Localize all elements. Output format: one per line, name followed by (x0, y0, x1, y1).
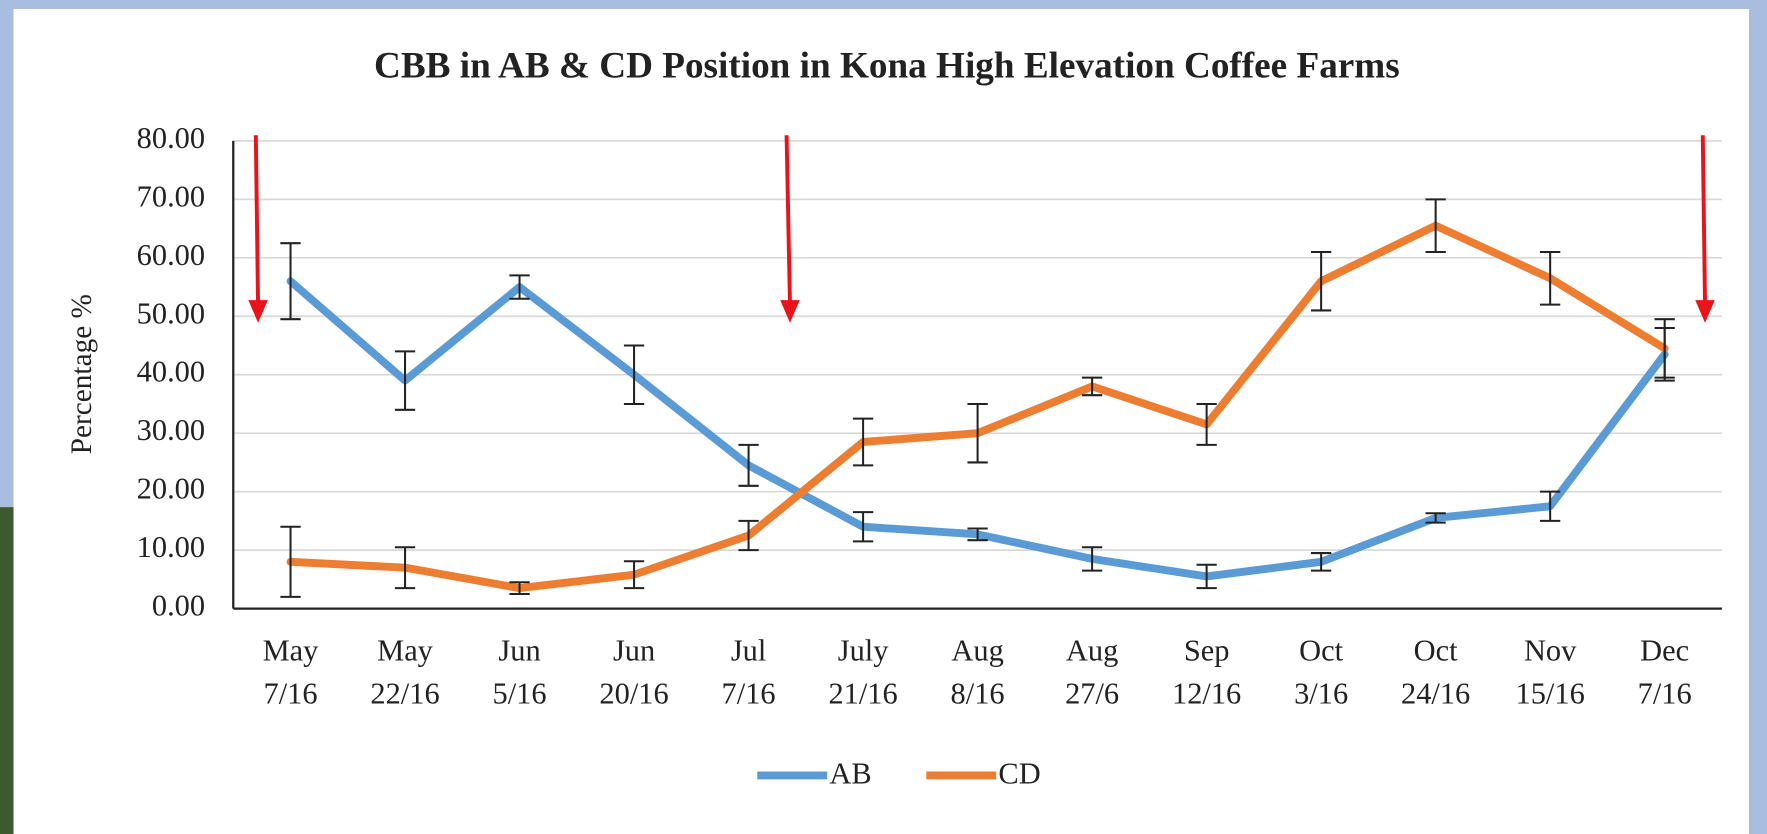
arrow (253, 135, 261, 305)
error-bar (1081, 376, 1103, 397)
error-bar (1425, 512, 1446, 524)
error-bar (1540, 490, 1561, 522)
y-tick-label: 0.00 (152, 589, 205, 623)
x-tick-label: Nov (1524, 634, 1577, 668)
arrow-head (780, 300, 800, 323)
y-tick-label: 70.00 (137, 179, 205, 213)
y-tick-label: 30.00 (137, 413, 205, 447)
x-tick-label: 21/16 (828, 676, 897, 710)
x-tick-label: 22/16 (370, 676, 439, 710)
arrow (784, 135, 792, 305)
x-tick-label: 7/16 (722, 676, 776, 710)
y-tick-label: 50.00 (137, 296, 205, 330)
y-tick-label: 80.00 (137, 121, 205, 155)
chart-panel (13, 9, 1749, 834)
x-tick-label: May (263, 634, 320, 668)
error-bar (852, 511, 874, 543)
error-bar (738, 443, 759, 487)
error-bar (1654, 318, 1675, 379)
error-bar (509, 581, 530, 595)
x-tick-label: 15/16 (1516, 676, 1585, 710)
x-tick-label: 8/16 (951, 676, 1005, 710)
error-bar (280, 242, 301, 321)
x-tick-label: 7/16 (263, 676, 317, 710)
error-bar (1310, 250, 1332, 312)
error-bar (852, 417, 874, 467)
x-tick-label: 12/16 (1172, 676, 1241, 710)
error-bar (280, 525, 301, 598)
background-photo (0, 507, 16, 834)
error-bar (967, 527, 988, 542)
error-bar (509, 274, 530, 300)
error-bar (394, 546, 416, 590)
y-tick-label: 40.00 (137, 355, 205, 389)
arrow-head (248, 300, 268, 323)
x-tick-label: 20/16 (599, 676, 668, 710)
annotation-arrows (248, 135, 1715, 323)
x-tick-label: Jun (498, 634, 540, 668)
x-tick-label: Aug (951, 634, 1003, 668)
error-bar (623, 560, 645, 590)
legend-label: AB (829, 757, 871, 791)
x-tick-label: Dec (1640, 634, 1689, 668)
error-bar (1425, 198, 1446, 253)
y-axis-label: Percentage % (66, 294, 98, 454)
error-bar (394, 350, 416, 411)
x-tick-label: 24/16 (1401, 676, 1470, 710)
arrow (1700, 135, 1707, 305)
chart-title: CBB in AB & CD Position in Kona High Ele… (374, 45, 1400, 86)
y-tick-label: 60.00 (137, 238, 205, 272)
x-tick-label: July (838, 634, 889, 668)
error-bar (1196, 563, 1217, 590)
x-tick-label: 5/16 (493, 676, 547, 710)
error-bar (1081, 546, 1103, 572)
error-bar (623, 344, 645, 405)
x-tick-label: May (377, 634, 434, 668)
error-bar (1310, 552, 1332, 572)
x-tick-label: Sep (1184, 634, 1230, 668)
x-tick-label: 3/16 (1294, 676, 1348, 710)
x-tick-label: Jun (613, 634, 655, 668)
x-tick-label: 7/16 (1638, 676, 1692, 710)
error-bar (967, 402, 988, 464)
y-tick-label: 10.00 (137, 530, 205, 564)
x-tick-label: Oct (1414, 634, 1458, 668)
y-tick-label: 20.00 (137, 472, 205, 506)
arrow-head (1695, 300, 1715, 323)
error-bar (1196, 402, 1217, 446)
x-tick-label: Aug (1066, 634, 1118, 668)
x-tick-label: Jul (731, 634, 766, 668)
error-bar (1540, 250, 1561, 306)
x-tick-label: 27/6 (1065, 676, 1119, 710)
error-bar (738, 519, 759, 552)
x-tick-label: Oct (1299, 634, 1343, 668)
legend-label: CD (998, 757, 1040, 791)
